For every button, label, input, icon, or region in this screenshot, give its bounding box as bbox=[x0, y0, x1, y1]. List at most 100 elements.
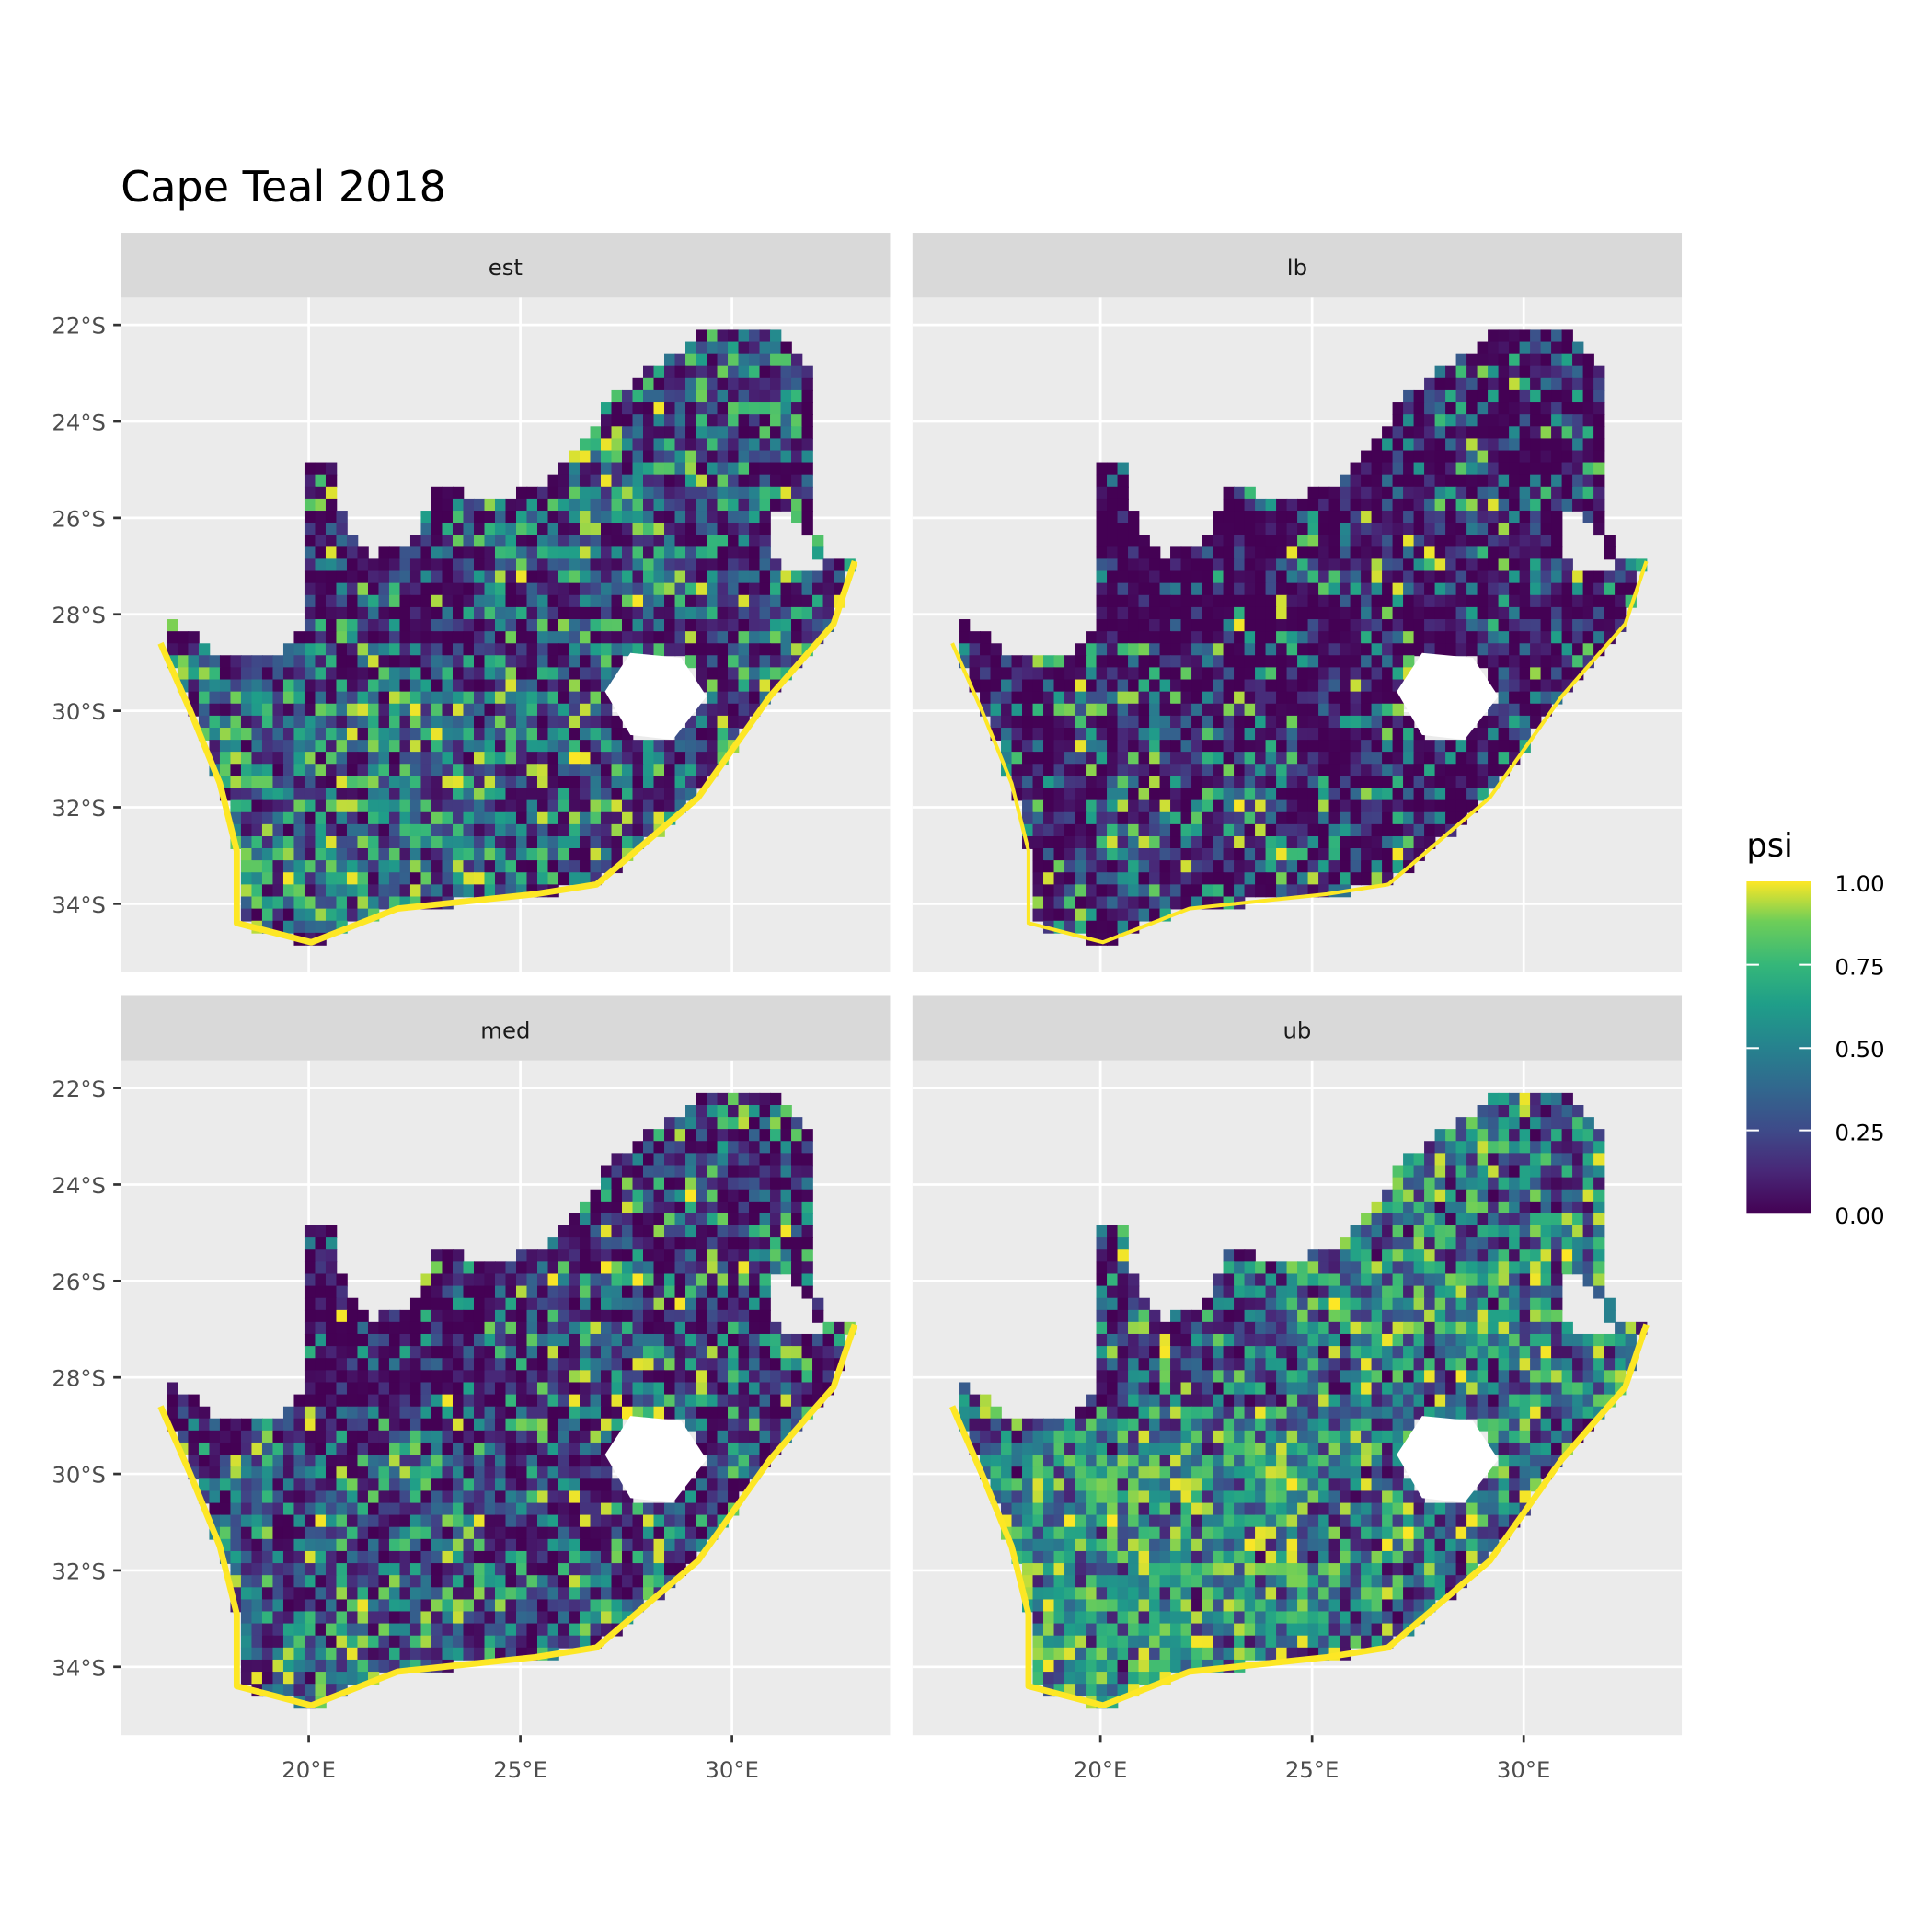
map-cell bbox=[1540, 353, 1552, 367]
map-cell bbox=[791, 402, 803, 415]
map-cell bbox=[770, 1153, 782, 1167]
map-cell bbox=[759, 1105, 771, 1118]
map-cell bbox=[1445, 438, 1457, 452]
map-cell bbox=[473, 872, 486, 886]
map-cell bbox=[1265, 860, 1277, 874]
map-cell bbox=[219, 1442, 232, 1455]
map-cell bbox=[1318, 703, 1330, 717]
map-cell bbox=[728, 1455, 740, 1468]
map-cell bbox=[643, 752, 655, 765]
map-cell bbox=[1117, 823, 1129, 837]
map-cell bbox=[452, 1466, 465, 1480]
map-cell bbox=[1572, 414, 1584, 428]
map-cell bbox=[1477, 341, 1489, 355]
map-cell bbox=[1022, 788, 1034, 801]
map-cell bbox=[791, 582, 803, 596]
map-cell bbox=[1477, 788, 1489, 801]
map-cell bbox=[590, 1285, 602, 1299]
map-cell bbox=[336, 703, 348, 717]
map-cell bbox=[728, 594, 740, 608]
map-cell bbox=[282, 860, 295, 874]
map-cell bbox=[367, 1382, 380, 1396]
map-cell bbox=[780, 1153, 792, 1167]
map-cell bbox=[1455, 450, 1467, 464]
map-cell bbox=[1445, 365, 1457, 379]
map-cell bbox=[717, 1466, 729, 1480]
map-cell bbox=[749, 1141, 761, 1155]
map-cell bbox=[442, 523, 454, 536]
map-cell bbox=[653, 558, 665, 572]
map-cell bbox=[717, 570, 729, 584]
map-cell bbox=[738, 1382, 750, 1396]
map-cell bbox=[1455, 353, 1467, 367]
map-cell bbox=[611, 1358, 623, 1372]
map-cell bbox=[569, 764, 581, 777]
map-cell bbox=[632, 1165, 644, 1179]
map-cell bbox=[1107, 558, 1119, 572]
map-cell bbox=[611, 1225, 623, 1238]
map-cell bbox=[1340, 799, 1351, 813]
map-cell bbox=[1191, 776, 1203, 789]
map-cell bbox=[728, 1406, 740, 1420]
map-cell bbox=[664, 1406, 676, 1420]
map-cell bbox=[759, 1321, 771, 1335]
map-cell bbox=[315, 1394, 327, 1408]
map-cell bbox=[1223, 546, 1235, 560]
map-cell bbox=[1318, 764, 1330, 777]
map-cell bbox=[674, 606, 686, 620]
map-cell bbox=[791, 1261, 803, 1275]
map-cell bbox=[632, 1141, 644, 1155]
map-cell bbox=[696, 498, 707, 512]
map-cell bbox=[282, 728, 295, 741]
map-cell bbox=[505, 643, 517, 657]
map-cell bbox=[315, 535, 327, 548]
map-cell bbox=[1086, 703, 1098, 717]
map-cell bbox=[738, 631, 750, 645]
map-cell bbox=[536, 655, 549, 669]
map-cell bbox=[1096, 740, 1108, 753]
map-cell bbox=[1117, 728, 1129, 741]
map-cell bbox=[240, 740, 253, 753]
map-cell bbox=[1191, 667, 1203, 681]
map-cell bbox=[770, 1225, 782, 1238]
map-cell bbox=[315, 1261, 327, 1275]
map-cell bbox=[1297, 691, 1309, 705]
map-cell bbox=[304, 703, 316, 717]
map-cell bbox=[728, 679, 740, 693]
map-cell bbox=[1318, 546, 1330, 560]
map-cell bbox=[1445, 594, 1457, 608]
map-cell bbox=[1276, 523, 1288, 536]
map-cell bbox=[1086, 776, 1098, 789]
map-cell bbox=[664, 1382, 676, 1396]
map-cell bbox=[325, 631, 338, 645]
map-cell bbox=[526, 1249, 538, 1263]
map-cell bbox=[1509, 450, 1521, 464]
map-cell bbox=[674, 1141, 686, 1155]
map-cell bbox=[738, 389, 750, 403]
map-cell bbox=[611, 1273, 623, 1287]
map-cell bbox=[1498, 389, 1510, 403]
map-cell bbox=[304, 896, 316, 910]
map-cell bbox=[1180, 594, 1192, 608]
map-cell bbox=[1350, 655, 1362, 669]
map-cell bbox=[696, 365, 707, 379]
map-cell bbox=[272, 1502, 284, 1516]
map-cell bbox=[780, 341, 792, 355]
map-cell bbox=[420, 872, 432, 886]
map-cell bbox=[685, 402, 697, 415]
map-cell bbox=[580, 1249, 592, 1263]
map-cell bbox=[1096, 558, 1108, 572]
map-cell bbox=[261, 1430, 274, 1443]
map-cell bbox=[463, 1442, 475, 1455]
map-cell bbox=[1509, 523, 1521, 536]
map-cell bbox=[1223, 523, 1235, 536]
map-cell bbox=[611, 1346, 623, 1360]
map-cell bbox=[643, 402, 655, 415]
map-cell bbox=[728, 1213, 740, 1226]
map-cell bbox=[272, 679, 284, 693]
map-cell bbox=[1086, 631, 1098, 645]
map-cell bbox=[791, 474, 803, 488]
map-cell bbox=[812, 582, 824, 596]
map-cell bbox=[738, 1153, 750, 1167]
map-cell bbox=[188, 631, 200, 645]
